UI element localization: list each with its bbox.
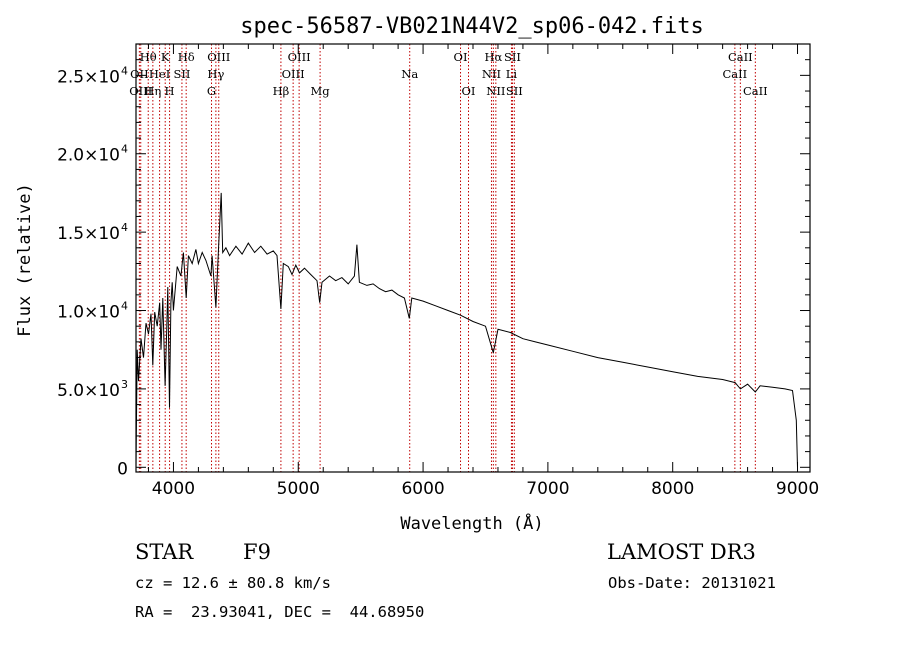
y-tick-exponent: 3 bbox=[121, 378, 128, 391]
obs-date-text: Obs-Date: 20131021 bbox=[608, 574, 776, 592]
line-label-8: Hδ bbox=[178, 50, 195, 64]
y-tick-label: 2.5×10 bbox=[57, 67, 120, 87]
line-label-19: Hα bbox=[484, 50, 502, 64]
y-tick-label: 5.0×10 bbox=[57, 381, 120, 401]
y-axis-label: Flux (relative) bbox=[15, 183, 35, 337]
redshift-text: cz = 12.6 ± 80.8 km/s bbox=[135, 574, 331, 592]
line-label-4: HeI bbox=[149, 67, 170, 81]
y-axis-ticks: 05.0×10 31.0×10 41.5×10 42.0×10 42.5×10 4 bbox=[57, 59, 810, 479]
line-label-13: OIII bbox=[288, 50, 311, 64]
x-tick-label: 4000 bbox=[152, 479, 195, 499]
coordinates-text: RA = 23.93041, DEC = 44.68950 bbox=[135, 603, 425, 621]
line-label-10: OIII bbox=[207, 50, 230, 64]
x-tick-label: 8000 bbox=[651, 479, 694, 499]
emission-line-labels: HθOIIOIIIHηHeIKSIIHHδGOIIIHγHβOIIIOIIIMg… bbox=[129, 50, 767, 98]
emission-line-markers bbox=[138, 44, 756, 472]
line-label-7: H bbox=[165, 84, 175, 98]
line-label-5: K bbox=[161, 50, 170, 64]
line-label-22: SII bbox=[504, 50, 521, 64]
y-tick-label: 2.0×10 bbox=[57, 146, 120, 166]
chart-title: spec-56587-VB021N44V2_sp06-042.fits bbox=[240, 14, 704, 39]
x-tick-label: 6000 bbox=[401, 479, 444, 499]
x-tick-label: 9000 bbox=[776, 479, 819, 499]
line-label-25: CaII bbox=[728, 50, 753, 64]
y-tick-label: 1.5×10 bbox=[57, 224, 120, 244]
x-axis-ticks: 4000 5000 6000 7000 8000 9000 bbox=[147, 44, 819, 499]
object-class: STAR bbox=[135, 540, 194, 564]
line-label-9: G bbox=[207, 84, 216, 98]
y-tick-label: 0 bbox=[117, 459, 128, 479]
y-tick-label: 1.0×10 bbox=[57, 303, 120, 323]
line-label-20: NII bbox=[482, 67, 501, 81]
x-tick-label: 7000 bbox=[526, 479, 569, 499]
line-label-12: Hβ bbox=[273, 84, 290, 98]
line-label-11: Hγ bbox=[207, 67, 224, 81]
line-label-23: Li bbox=[506, 67, 518, 81]
y-tick-exponent: 4 bbox=[121, 143, 128, 156]
line-label-17: OI bbox=[454, 50, 468, 64]
line-label-16: Na bbox=[401, 67, 418, 81]
line-label-18: OI bbox=[462, 84, 476, 98]
x-axis-label: Wavelength (Å) bbox=[400, 512, 543, 534]
x-tick-label: 5000 bbox=[277, 479, 320, 499]
y-tick-exponent: 4 bbox=[121, 221, 128, 234]
line-label-14: OIII bbox=[282, 67, 305, 81]
object-subclass: F9 bbox=[243, 540, 271, 564]
line-label-27: CaII bbox=[743, 84, 768, 98]
line-label-0: Hθ bbox=[140, 50, 157, 64]
spectrum-line bbox=[135, 192, 798, 468]
y-tick-exponent: 4 bbox=[121, 64, 128, 77]
survey-name: LAMOST DR3 bbox=[607, 540, 756, 564]
line-label-1: OII bbox=[130, 67, 149, 81]
line-label-3: Hη bbox=[144, 84, 161, 98]
line-label-6: SII bbox=[173, 67, 190, 81]
line-label-15: Mg bbox=[311, 84, 331, 98]
plot-frame bbox=[135, 43, 811, 473]
y-tick-exponent: 4 bbox=[121, 300, 128, 313]
line-label-24: SII bbox=[506, 84, 523, 98]
line-label-21: NII bbox=[486, 84, 505, 98]
line-label-26: CaII bbox=[722, 67, 747, 81]
